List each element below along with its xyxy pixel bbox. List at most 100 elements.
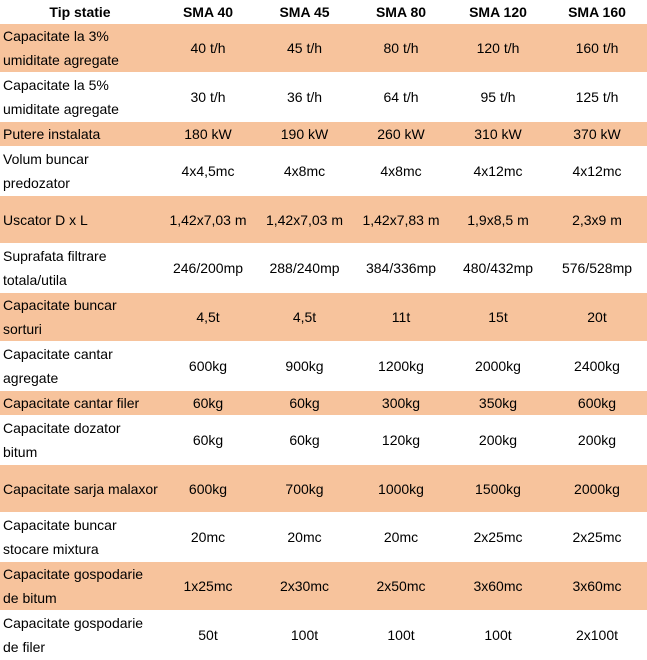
table-cell: 600kg: [160, 464, 256, 513]
table-cell: 1500kg: [449, 464, 547, 513]
table-cell: 100t: [353, 610, 449, 660]
row-label: Capacitate sarja malaxor: [0, 464, 160, 513]
table-cell: 480/432mp: [449, 243, 547, 293]
table-row: Suprafata filtrare totala/utila 246/200m…: [0, 243, 647, 293]
table-cell: 4,5t: [256, 292, 353, 342]
table-cell: 4x12mc: [547, 146, 647, 196]
row-label: Capacitate la 5% umiditate agregate: [0, 72, 160, 122]
row-label: Uscator D x L: [0, 195, 160, 244]
table-cell: 4x8mc: [256, 146, 353, 196]
table-cell: 40 t/h: [160, 24, 256, 73]
table-cell: 2x100t: [547, 610, 647, 660]
header-cell-type: Tip statie: [0, 0, 160, 24]
table-cell: 1000kg: [353, 464, 449, 513]
header-cell-sma45: SMA 45: [256, 0, 353, 24]
table-cell: 260 kW: [353, 121, 449, 147]
table-cell: 2000kg: [449, 341, 547, 391]
table-cell: 20mc: [353, 512, 449, 562]
table-cell: 125 t/h: [547, 72, 647, 122]
table-cell: 370 kW: [547, 121, 647, 147]
table-cell: 1,9x8,5 m: [449, 195, 547, 244]
table-cell: 45 t/h: [256, 24, 353, 73]
table-cell: 4x12mc: [449, 146, 547, 196]
table-cell: 200kg: [449, 415, 547, 465]
table-cell: 180 kW: [160, 121, 256, 147]
table-cell: 100t: [256, 610, 353, 660]
table-row: Putere instalata 180 kW 190 kW 260 kW 31…: [0, 121, 647, 147]
table-cell: 95 t/h: [449, 72, 547, 122]
row-label: Volum buncar predozator: [0, 146, 160, 196]
row-label: Capacitate gospodarie de filer: [0, 610, 160, 660]
table-cell: 120kg: [353, 415, 449, 465]
table-row: Capacitate gospodarie de filer 50t 100t …: [0, 610, 647, 660]
table-cell: 60kg: [256, 390, 353, 416]
table-cell: 288/240mp: [256, 243, 353, 293]
table-cell: 4,5t: [160, 292, 256, 342]
table-row: Capacitate sarja malaxor 600kg 700kg 100…: [0, 464, 647, 513]
table-cell: 15t: [449, 292, 547, 342]
table-cell: 30 t/h: [160, 72, 256, 122]
table-cell: 300kg: [353, 390, 449, 416]
table-cell: 20mc: [256, 512, 353, 562]
row-label: Capacitate buncar sorturi: [0, 292, 160, 342]
table-cell: 1,42x7,03 m: [160, 195, 256, 244]
table-cell: 190 kW: [256, 121, 353, 147]
table-cell: 36 t/h: [256, 72, 353, 122]
table-cell: 1,42x7,83 m: [353, 195, 449, 244]
table-row: Uscator D x L 1,42x7,03 m 1,42x7,03 m 1,…: [0, 195, 647, 244]
row-label: Capacitate cantar agregate: [0, 341, 160, 391]
table-cell: 60kg: [160, 390, 256, 416]
header-cell-sma40: SMA 40: [160, 0, 256, 24]
row-label: Capacitate dozator bitum: [0, 415, 160, 465]
table-cell: 246/200mp: [160, 243, 256, 293]
table-cell: 2x30mc: [256, 561, 353, 611]
table-cell: 64 t/h: [353, 72, 449, 122]
table-row: Volum buncar predozator 4x4,5mc 4x8mc 4x…: [0, 146, 647, 196]
table-cell: 20mc: [160, 512, 256, 562]
table-cell: 350kg: [449, 390, 547, 416]
table-cell: 576/528mp: [547, 243, 647, 293]
table-cell: 20t: [547, 292, 647, 342]
row-label: Capacitate buncar stocare mixtura: [0, 512, 160, 562]
table-cell: 384/336mp: [353, 243, 449, 293]
table-cell: 11t: [353, 292, 449, 342]
table-cell: 310 kW: [449, 121, 547, 147]
table-cell: 50t: [160, 610, 256, 660]
table-row: Capacitate cantar agregate 600kg 900kg 1…: [0, 341, 647, 391]
header-cell-sma80: SMA 80: [353, 0, 449, 24]
table-cell: 200kg: [547, 415, 647, 465]
table-cell: 1200kg: [353, 341, 449, 391]
table-row: Capacitate la 3% umiditate agregate 40 t…: [0, 24, 647, 73]
table-cell: 900kg: [256, 341, 353, 391]
table-cell: 2400kg: [547, 341, 647, 391]
table-row: Capacitate buncar sorturi 4,5t 4,5t 11t …: [0, 292, 647, 342]
table-row: Capacitate dozator bitum 60kg 60kg 120kg…: [0, 415, 647, 465]
row-label: Capacitate cantar filer: [0, 390, 160, 416]
table-cell: 2,3x9 m: [547, 195, 647, 244]
table-cell: 1,42x7,03 m: [256, 195, 353, 244]
table-cell: 700kg: [256, 464, 353, 513]
header-cell-sma120: SMA 120: [449, 0, 547, 24]
table-cell: 600kg: [160, 341, 256, 391]
table-row: Capacitate buncar stocare mixtura 20mc 2…: [0, 512, 647, 562]
table-cell: 1x25mc: [160, 561, 256, 611]
table-cell: 3x60mc: [449, 561, 547, 611]
table-cell: 80 t/h: [353, 24, 449, 73]
table-cell: 60kg: [256, 415, 353, 465]
table-row: Capacitate la 5% umiditate agregate 30 t…: [0, 72, 647, 122]
table-cell: 2000kg: [547, 464, 647, 513]
table-cell: 60kg: [160, 415, 256, 465]
header-row: Tip statie SMA 40 SMA 45 SMA 80 SMA 120 …: [0, 0, 647, 24]
header-cell-sma160: SMA 160: [547, 0, 647, 24]
table-cell: 2x50mc: [353, 561, 449, 611]
table-cell: 4x4,5mc: [160, 146, 256, 196]
table-cell: 100t: [449, 610, 547, 660]
table-row: Capacitate gospodarie de bitum 1x25mc 2x…: [0, 561, 647, 611]
table-cell: 600kg: [547, 390, 647, 416]
row-label: Capacitate gospodarie de bitum: [0, 561, 160, 611]
table-cell: 2x25mc: [547, 512, 647, 562]
table-row: Capacitate cantar filer 60kg 60kg 300kg …: [0, 390, 647, 416]
table-cell: 160 t/h: [547, 24, 647, 73]
table-cell: 3x60mc: [547, 561, 647, 611]
